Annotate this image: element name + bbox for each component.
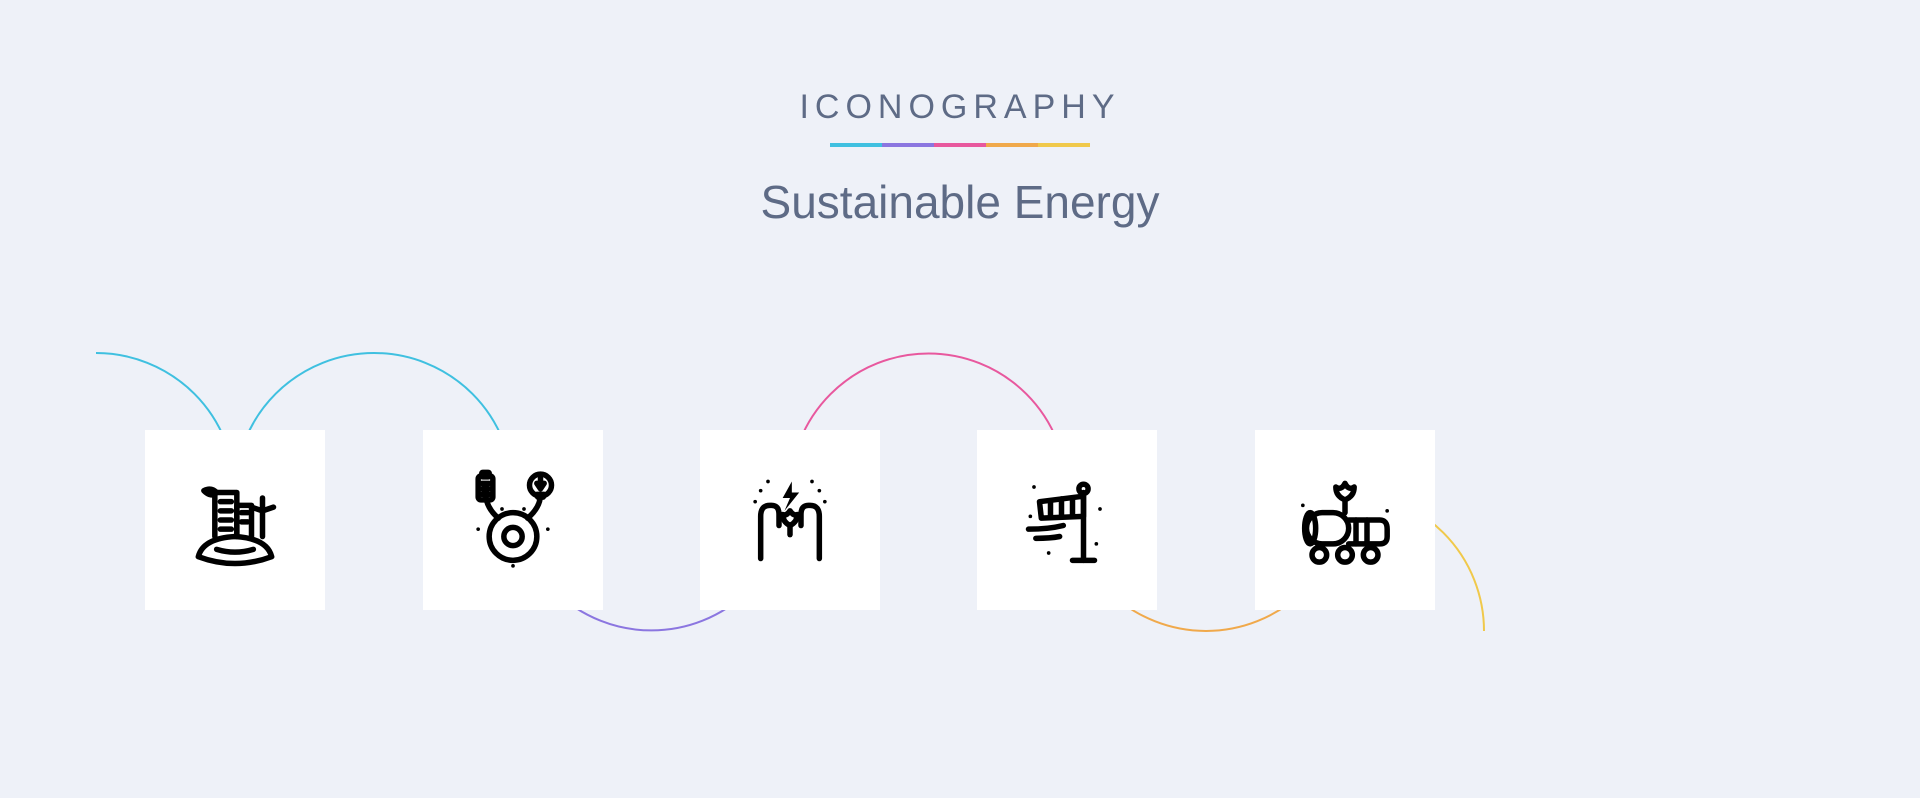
icon-card-windsock — [977, 430, 1157, 610]
windsock-icon — [1012, 465, 1122, 575]
stage — [0, 0, 1920, 798]
icon-card-hands-energy — [700, 430, 880, 610]
battery-bulb-icon — [458, 465, 568, 575]
connector-wave — [0, 0, 1920, 798]
icon-card-eco-city — [145, 430, 325, 610]
biofuel-tank-icon — [1290, 465, 1400, 575]
hands-energy-icon — [735, 465, 845, 575]
icon-card-biofuel-tank — [1255, 430, 1435, 610]
icon-card-battery-bulb — [423, 430, 603, 610]
eco-city-icon — [180, 465, 290, 575]
